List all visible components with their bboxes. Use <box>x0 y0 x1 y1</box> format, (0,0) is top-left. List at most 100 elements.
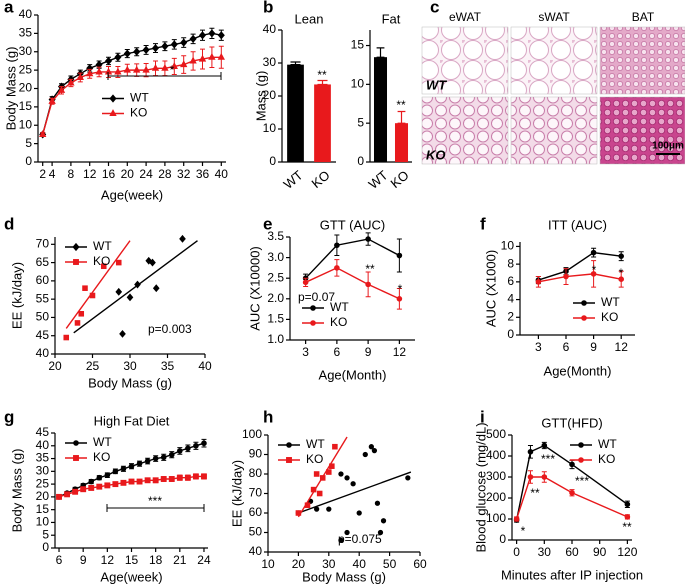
x-tick-label: 8 <box>68 167 75 181</box>
chart-title: GTT (AUC) <box>320 217 385 232</box>
marker <box>115 259 122 266</box>
x-tick-label: 4 <box>49 167 56 181</box>
error-bar <box>290 61 301 66</box>
x-tick-label: 21 <box>173 553 187 567</box>
marker <box>170 62 178 69</box>
x-tick-label: 40 <box>215 167 229 181</box>
annotation: p=0.075 <box>338 532 382 546</box>
legend-marker <box>109 109 117 116</box>
y-tick-label: 0 <box>357 154 364 168</box>
marker <box>193 442 199 449</box>
marker <box>170 40 178 49</box>
legend-label: WT <box>93 239 112 253</box>
x-tick-label: 90 <box>593 545 607 559</box>
marker <box>362 451 368 458</box>
y-tick-label: 1.5 <box>267 312 284 326</box>
annotation: *** <box>148 494 162 508</box>
bar <box>314 84 331 162</box>
marker <box>82 285 88 291</box>
marker <box>527 448 534 455</box>
marker <box>185 445 191 452</box>
bar <box>373 57 388 163</box>
marker <box>78 311 85 317</box>
x-tick-label: 12 <box>393 345 407 359</box>
marker <box>356 510 362 516</box>
annotation: *** <box>541 452 555 466</box>
panel-label: d <box>4 214 14 233</box>
marker <box>112 468 119 475</box>
panel-c: c eWAT sWAT BAT WT KO 100μm <box>421 0 685 165</box>
marker <box>144 458 151 464</box>
x-tick-label: 20 <box>121 167 135 181</box>
legend-label: KO <box>598 452 615 466</box>
x-axis-label: Age(week) <box>101 187 163 202</box>
marker <box>128 463 135 470</box>
y-tick-label: 10 <box>263 121 277 135</box>
x-tick-label: 50 <box>383 557 397 571</box>
legend-marker <box>73 259 79 265</box>
panel-label: h <box>263 407 273 426</box>
marker <box>396 295 403 302</box>
legend-label: KO <box>330 315 347 329</box>
y-tick-label: 0 <box>25 154 32 168</box>
marker <box>39 130 47 137</box>
series-line <box>538 273 622 283</box>
y-axis-label: EE (kJ/day) <box>229 460 244 527</box>
histology-image <box>421 96 509 165</box>
marker <box>126 293 134 302</box>
x-tick-label: 60 <box>413 557 427 571</box>
x-tick-label: 20 <box>292 557 306 571</box>
column-label: BAT <box>632 10 655 24</box>
legend-label: KO <box>93 450 110 464</box>
y-tick-label: 20 <box>36 489 50 503</box>
marker <box>590 271 597 277</box>
marker <box>151 63 160 71</box>
marker <box>377 529 384 536</box>
x-tick-label: 12 <box>615 340 629 354</box>
chart-title: High Fat Diet <box>94 413 170 428</box>
legend-marker <box>581 300 587 306</box>
error-bar <box>317 79 328 86</box>
y-axis-label: Blood glucose (mg/dL) <box>473 422 488 552</box>
annotation: *** <box>575 474 589 488</box>
marker <box>96 483 103 490</box>
y-tick-label: 45 <box>36 425 50 439</box>
marker <box>208 52 216 60</box>
marker <box>350 481 356 487</box>
marker <box>563 273 569 280</box>
y-tick-label: 90 <box>249 447 263 461</box>
y-tick-label: 60 <box>249 505 263 519</box>
x-tick-label: KO <box>388 167 412 191</box>
y-tick-label: 100 <box>486 511 506 525</box>
marker <box>63 334 70 341</box>
marker <box>184 474 191 481</box>
y-tick-label: 30 <box>36 464 50 478</box>
panel-label: g <box>4 407 14 426</box>
annotation: * <box>619 266 624 280</box>
series-line <box>305 238 400 279</box>
marker <box>95 67 103 75</box>
marker <box>152 284 160 293</box>
bracket <box>106 504 205 512</box>
annotation: * <box>170 63 175 77</box>
marker <box>120 465 127 472</box>
marker <box>217 31 225 40</box>
y-tick-label: 70 <box>36 236 50 250</box>
marker <box>371 447 378 454</box>
histology-image <box>599 26 685 95</box>
legend-marker <box>73 455 79 461</box>
marker <box>72 488 79 495</box>
column-label: eWAT <box>449 10 482 24</box>
x-tick-label: 30 <box>538 545 552 559</box>
x-tick-label: 25 <box>86 359 100 373</box>
marker <box>149 258 156 267</box>
x-tick-label: 9 <box>80 553 87 567</box>
y-tick-label: 25 <box>19 62 33 76</box>
annotation: ** <box>365 262 375 276</box>
marker <box>189 34 197 44</box>
marker <box>142 45 150 55</box>
y-tick-label: 25 <box>36 476 50 490</box>
legend-label: WT <box>93 435 112 449</box>
y-tick-label: 2 <box>507 309 514 323</box>
legend-label: WT <box>598 437 617 451</box>
